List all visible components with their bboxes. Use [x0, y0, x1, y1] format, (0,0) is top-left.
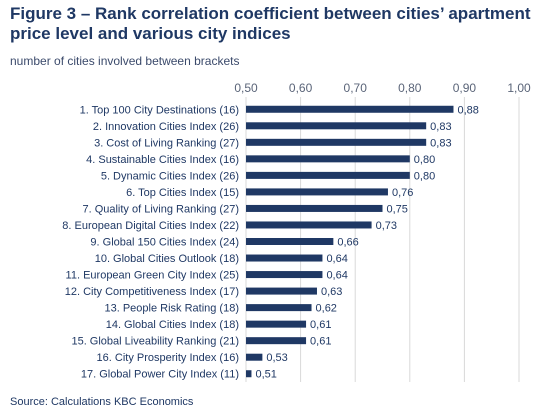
category-label: 6. Top Cities Index (15): [126, 187, 239, 199]
x-tick-label: 0,50: [234, 81, 258, 95]
x-tick-label: 0,70: [344, 81, 368, 95]
category-label: 3. Cost of Living Ranking (27): [94, 137, 239, 149]
bar: [246, 188, 388, 196]
data-label: 0,63: [321, 286, 342, 298]
x-axis-ticks: 0,50 0,60 0,70 0,80 0,90 1,00: [234, 81, 531, 95]
data-label: 0,64: [326, 253, 347, 265]
bar: [246, 221, 372, 229]
category-label: 5. Dynamic Cities Index (26): [101, 170, 239, 182]
bar: [246, 370, 252, 378]
category-label: 12. City Competitiveness Index (17): [65, 286, 239, 298]
bar: [246, 320, 307, 328]
category-label: 4. Sustainable Cities Index (16): [86, 154, 239, 166]
category-labels: 1. Top 100 City Destinations (16) 2. Inno…: [62, 104, 239, 380]
value-labels: 0,880,830,830,800,800,760,750,730,660,64…: [255, 104, 478, 380]
data-label: 0,61: [310, 319, 331, 331]
category-label: 17. Global Power City Index (11): [81, 369, 239, 381]
category-label: 7. Quality of Living Ranking (27): [82, 203, 239, 215]
data-label: 0,80: [414, 170, 435, 182]
bar: [246, 337, 307, 345]
data-label: 0,76: [392, 187, 413, 199]
category-label: 10. Global Cities Outlook (18): [95, 253, 239, 265]
bar: [246, 271, 323, 279]
category-label: 13. People Risk Rating (18): [104, 303, 239, 315]
data-label: 0,88: [457, 104, 478, 116]
bar: [246, 254, 323, 262]
bar: [246, 304, 312, 312]
bar: [246, 238, 334, 245]
data-label: 0,75: [387, 203, 408, 215]
data-label: 0,83: [430, 121, 451, 133]
x-tick-label: 0,60: [289, 81, 313, 95]
x-tick-label: 1,00: [507, 81, 531, 95]
bar: [246, 105, 454, 113]
data-label: 0,64: [326, 270, 347, 282]
data-label: 0,73: [376, 220, 397, 232]
bars: [246, 105, 454, 378]
data-label: 0,53: [266, 352, 287, 364]
x-tick-label: 0,80: [398, 81, 422, 95]
source-note: Source: Calculations KBC Economics: [10, 396, 194, 408]
bar: [246, 353, 263, 361]
data-label: 0,80: [414, 154, 435, 166]
category-label: 8. European Digital Cities Index (22): [62, 220, 239, 232]
category-label: 2. Innovation Cities Index (26): [93, 121, 239, 133]
category-label: 11. European Green City Index (25): [66, 270, 239, 282]
bar: [246, 204, 383, 212]
category-label: 9. Global 150 Cities Index (24): [90, 237, 239, 249]
bar: [246, 122, 427, 130]
chart-subtitle: number of cities involved between bracke…: [10, 54, 240, 68]
data-label: 0,83: [430, 137, 451, 149]
category-label: 16. City Prosperity Index (16): [97, 352, 239, 364]
category-label: 1. Top 100 City Destinations (16): [80, 104, 239, 116]
data-label: 0,66: [337, 237, 358, 249]
bar: [246, 155, 410, 163]
bar: [246, 138, 427, 146]
x-tick-label: 0,90: [453, 81, 477, 95]
category-label: 14. Global Cities Index (18): [106, 319, 239, 331]
category-label: 15. Global Liveability Ranking (21): [71, 336, 239, 348]
data-label: 0,61: [310, 336, 331, 348]
data-label: 0,62: [316, 303, 337, 315]
data-label: 0,51: [255, 369, 276, 381]
chart-title: Figure 3 – Rank correlation coefficient …: [10, 4, 531, 43]
bar: [246, 171, 410, 179]
bar: [246, 287, 317, 295]
